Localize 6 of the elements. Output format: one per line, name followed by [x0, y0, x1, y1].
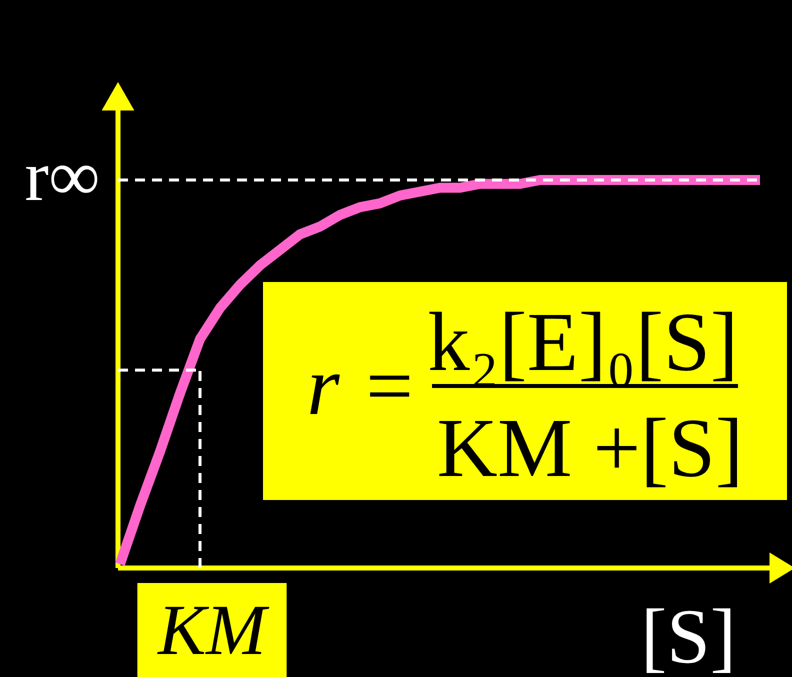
text: KM	[157, 590, 270, 670]
ref-line-label: r∞	[24, 136, 100, 216]
annotation: KM +[S]	[436, 402, 744, 495]
annotation: r =	[306, 340, 418, 433]
annotation: k₂[E]₀[S]	[428, 296, 738, 389]
x-axis-title: [S]	[640, 592, 736, 677]
